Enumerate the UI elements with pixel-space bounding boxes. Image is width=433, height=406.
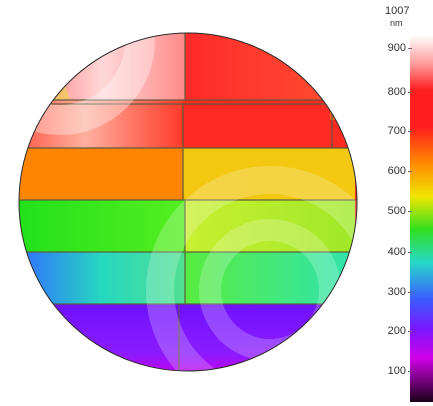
tick-label-600: 600: [387, 165, 406, 177]
band-4-right: [185, 200, 355, 252]
band-1-left: [19, 33, 185, 100]
tick-label-200: 200: [387, 325, 406, 337]
tick-label-100: 100: [387, 365, 406, 377]
tick-label-300: 300: [387, 286, 406, 298]
band-2-right: [183, 100, 355, 148]
tick-label-500: 500: [387, 205, 406, 217]
scale-max-label: 1007: [385, 5, 410, 17]
band-3-right: [183, 148, 355, 200]
scale-unit-label: nm: [390, 18, 403, 28]
band-5-right: [185, 252, 355, 304]
tick-label-900: 900: [387, 42, 406, 54]
band-1-right: [185, 33, 355, 100]
band-3-left: [19, 148, 183, 200]
wafer-thickness-map: [18, 32, 358, 372]
tick-label-800: 800: [387, 86, 406, 98]
colorbar: [410, 35, 433, 402]
band-4-left: [19, 200, 185, 252]
tick-label-700: 700: [387, 125, 406, 137]
color-scale: 1007 nm 900 800 700 600: [366, 0, 433, 406]
tick-label-400: 400: [387, 246, 406, 258]
